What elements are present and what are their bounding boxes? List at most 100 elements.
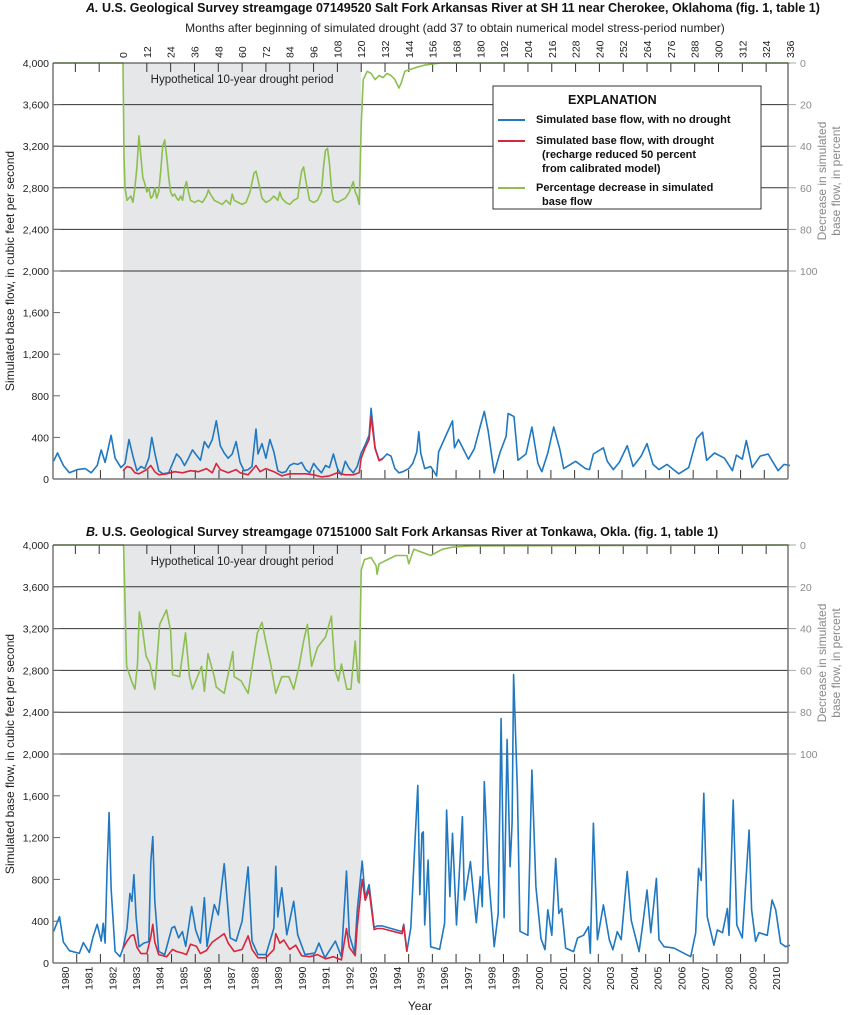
left-axis-tick-label: 0 <box>43 958 49 970</box>
month-tick-label: 240 <box>594 40 606 58</box>
right-axis-tick-label: 60 <box>800 183 812 195</box>
month-tick-label: 336 <box>785 40 797 58</box>
x-axis-label: Year <box>408 999 432 1013</box>
left-axis-tick-label: 3,600 <box>23 582 49 594</box>
legend-label-with-drought: Simulated base flow, with drought <box>536 135 714 147</box>
year-tick-label: 2001 <box>558 966 570 990</box>
month-tick-label: 120 <box>356 40 368 58</box>
year-tick-label: 1984 <box>155 966 167 990</box>
right-axis-label-b-1: Decrease in simulated <box>815 604 829 723</box>
month-tick-labels: 0 12 24 36 48 60 72 84 96 108 120 132 144 156 168 180 19… <box>118 40 797 58</box>
year-tick-label: 1988 <box>250 966 262 990</box>
left-axis-tick-label: 4,000 <box>23 58 49 70</box>
year-tick-label: 1997 <box>463 966 475 990</box>
right-axis-tick-label: 100 <box>800 749 818 761</box>
year-tick-label: 1990 <box>297 966 309 990</box>
left-axis-tick-label: 4,000 <box>23 540 49 552</box>
left-axis-tick-label: 2,400 <box>23 707 49 719</box>
year-tick-label: 2004 <box>629 966 641 990</box>
month-tick-label: 144 <box>404 40 416 58</box>
right-axis-label-b-2: base flow, in percent <box>829 608 843 718</box>
legend-label-with-drought-3: from calibrated model) <box>542 163 661 175</box>
year-tick-label: 2002 <box>581 966 593 990</box>
right-axis-tick-label: 60 <box>800 665 812 677</box>
right-axis-tick-label: 0 <box>800 540 806 552</box>
year-tick-label: 1982 <box>107 966 119 990</box>
panel-a: Hypothetical 10-year drought period 0 20 40… <box>23 58 818 486</box>
month-tick-label: 12 <box>142 46 154 58</box>
left-axis-tick-label: 0 <box>43 474 49 486</box>
month-tick-label: 228 <box>571 40 583 58</box>
right-axis-tick-label: 100 <box>800 266 818 278</box>
left-axis-tick-label: 2,400 <box>23 224 49 236</box>
month-tick-label: 132 <box>380 40 392 58</box>
month-tick-label: 252 <box>618 40 630 58</box>
series-line-with-drought-b <box>122 878 408 961</box>
month-tick-label: 276 <box>666 40 678 58</box>
month-tick-label: 108 <box>332 40 344 58</box>
left-axis-tick-label: 2,000 <box>23 266 49 278</box>
month-tick-label: 264 <box>642 40 654 58</box>
month-tick-label: 84 <box>285 46 297 58</box>
y-axis-label-a: Simulated base flow, in cubic feet per s… <box>3 151 17 391</box>
year-tick-label: 1995 <box>416 966 428 990</box>
drought-period-label: Hypothetical 10-year drought period <box>151 74 334 86</box>
month-tick-label: 312 <box>737 40 749 58</box>
year-tick-label: 1986 <box>202 966 214 990</box>
right-axis-tick-label: 0 <box>800 58 806 70</box>
year-tick-label: 2007 <box>700 966 712 990</box>
year-tick-label: 1980 <box>60 966 72 990</box>
year-tick-label: 1999 <box>510 966 522 990</box>
month-tick-label: 300 <box>714 40 726 58</box>
year-tick-label: 2003 <box>605 966 617 990</box>
month-tick-label: 24 <box>166 46 178 58</box>
year-tick-label: 1998 <box>487 966 499 990</box>
year-tick-label: 2000 <box>534 966 546 990</box>
left-axis-tick-label: 400 <box>31 916 49 928</box>
right-axis-tick-label: 40 <box>800 141 812 153</box>
month-tick-label: 72 <box>261 46 273 58</box>
right-axis-label-a-1: Decrease in simulated <box>815 122 829 241</box>
right-axis-label-a-2: base flow, in percent <box>829 126 843 236</box>
month-tick-label: 192 <box>499 40 511 58</box>
year-tick-label: 1981 <box>84 966 96 990</box>
series-line-no-drought-a <box>52 407 791 477</box>
panel-b-title: B. U.S. Geological Survey streamgage 071… <box>86 525 718 539</box>
year-tick-label: 1985 <box>178 966 190 990</box>
left-axis-tick-label: 2,800 <box>23 183 49 195</box>
left-axis-tick-label: 3,600 <box>23 100 49 112</box>
series-line-no-drought-b <box>52 673 791 959</box>
year-tick-label: 1993 <box>368 966 380 990</box>
year-tick-label: 1989 <box>273 966 285 990</box>
right-axis-tick-label: 20 <box>800 582 812 594</box>
year-tick-label: 1991 <box>321 966 333 990</box>
left-axis-tick-label: 3,200 <box>23 624 49 636</box>
legend-title: EXPLANATION <box>568 93 657 107</box>
left-axis-tick-label: 2,800 <box>23 665 49 677</box>
year-tick-label: 2008 <box>724 966 736 990</box>
month-tick-label: 216 <box>547 40 559 58</box>
left-axis-tick-label: 800 <box>31 874 49 886</box>
right-axis-tick-label: 80 <box>800 224 812 236</box>
top-axis-label: Months after beginning of simulated drou… <box>185 21 725 35</box>
month-tick-label: 60 <box>237 46 249 58</box>
year-tick-label: 2005 <box>653 966 665 990</box>
left-axis-tick-label: 400 <box>31 432 49 444</box>
month-tick-label: 180 <box>475 40 487 58</box>
month-tick-label: 168 <box>451 40 463 58</box>
month-tick-label: 156 <box>428 40 440 58</box>
legend-label-pct-2: base flow <box>542 196 593 208</box>
right-axis-tick-label: 80 <box>800 707 812 719</box>
year-tick-label: 1996 <box>439 966 451 990</box>
left-axis-tick-label: 1,600 <box>23 308 49 320</box>
right-axis-tick-label: 40 <box>800 624 812 636</box>
month-tick-label: 204 <box>523 40 535 58</box>
right-axis-tick-label: 20 <box>800 100 812 112</box>
y-axis-label-b: Simulated base flow, in cubic feet per s… <box>3 634 17 874</box>
legend-label-with-drought-2: (recharge reduced 50 percent <box>542 149 696 161</box>
month-tick-label: 288 <box>690 40 702 58</box>
left-axis-tick-label: 1,200 <box>23 833 49 845</box>
series-line-with-drought-a <box>122 415 384 478</box>
month-tick-label: 324 <box>761 40 773 58</box>
year-tick-label: 1987 <box>226 966 238 990</box>
